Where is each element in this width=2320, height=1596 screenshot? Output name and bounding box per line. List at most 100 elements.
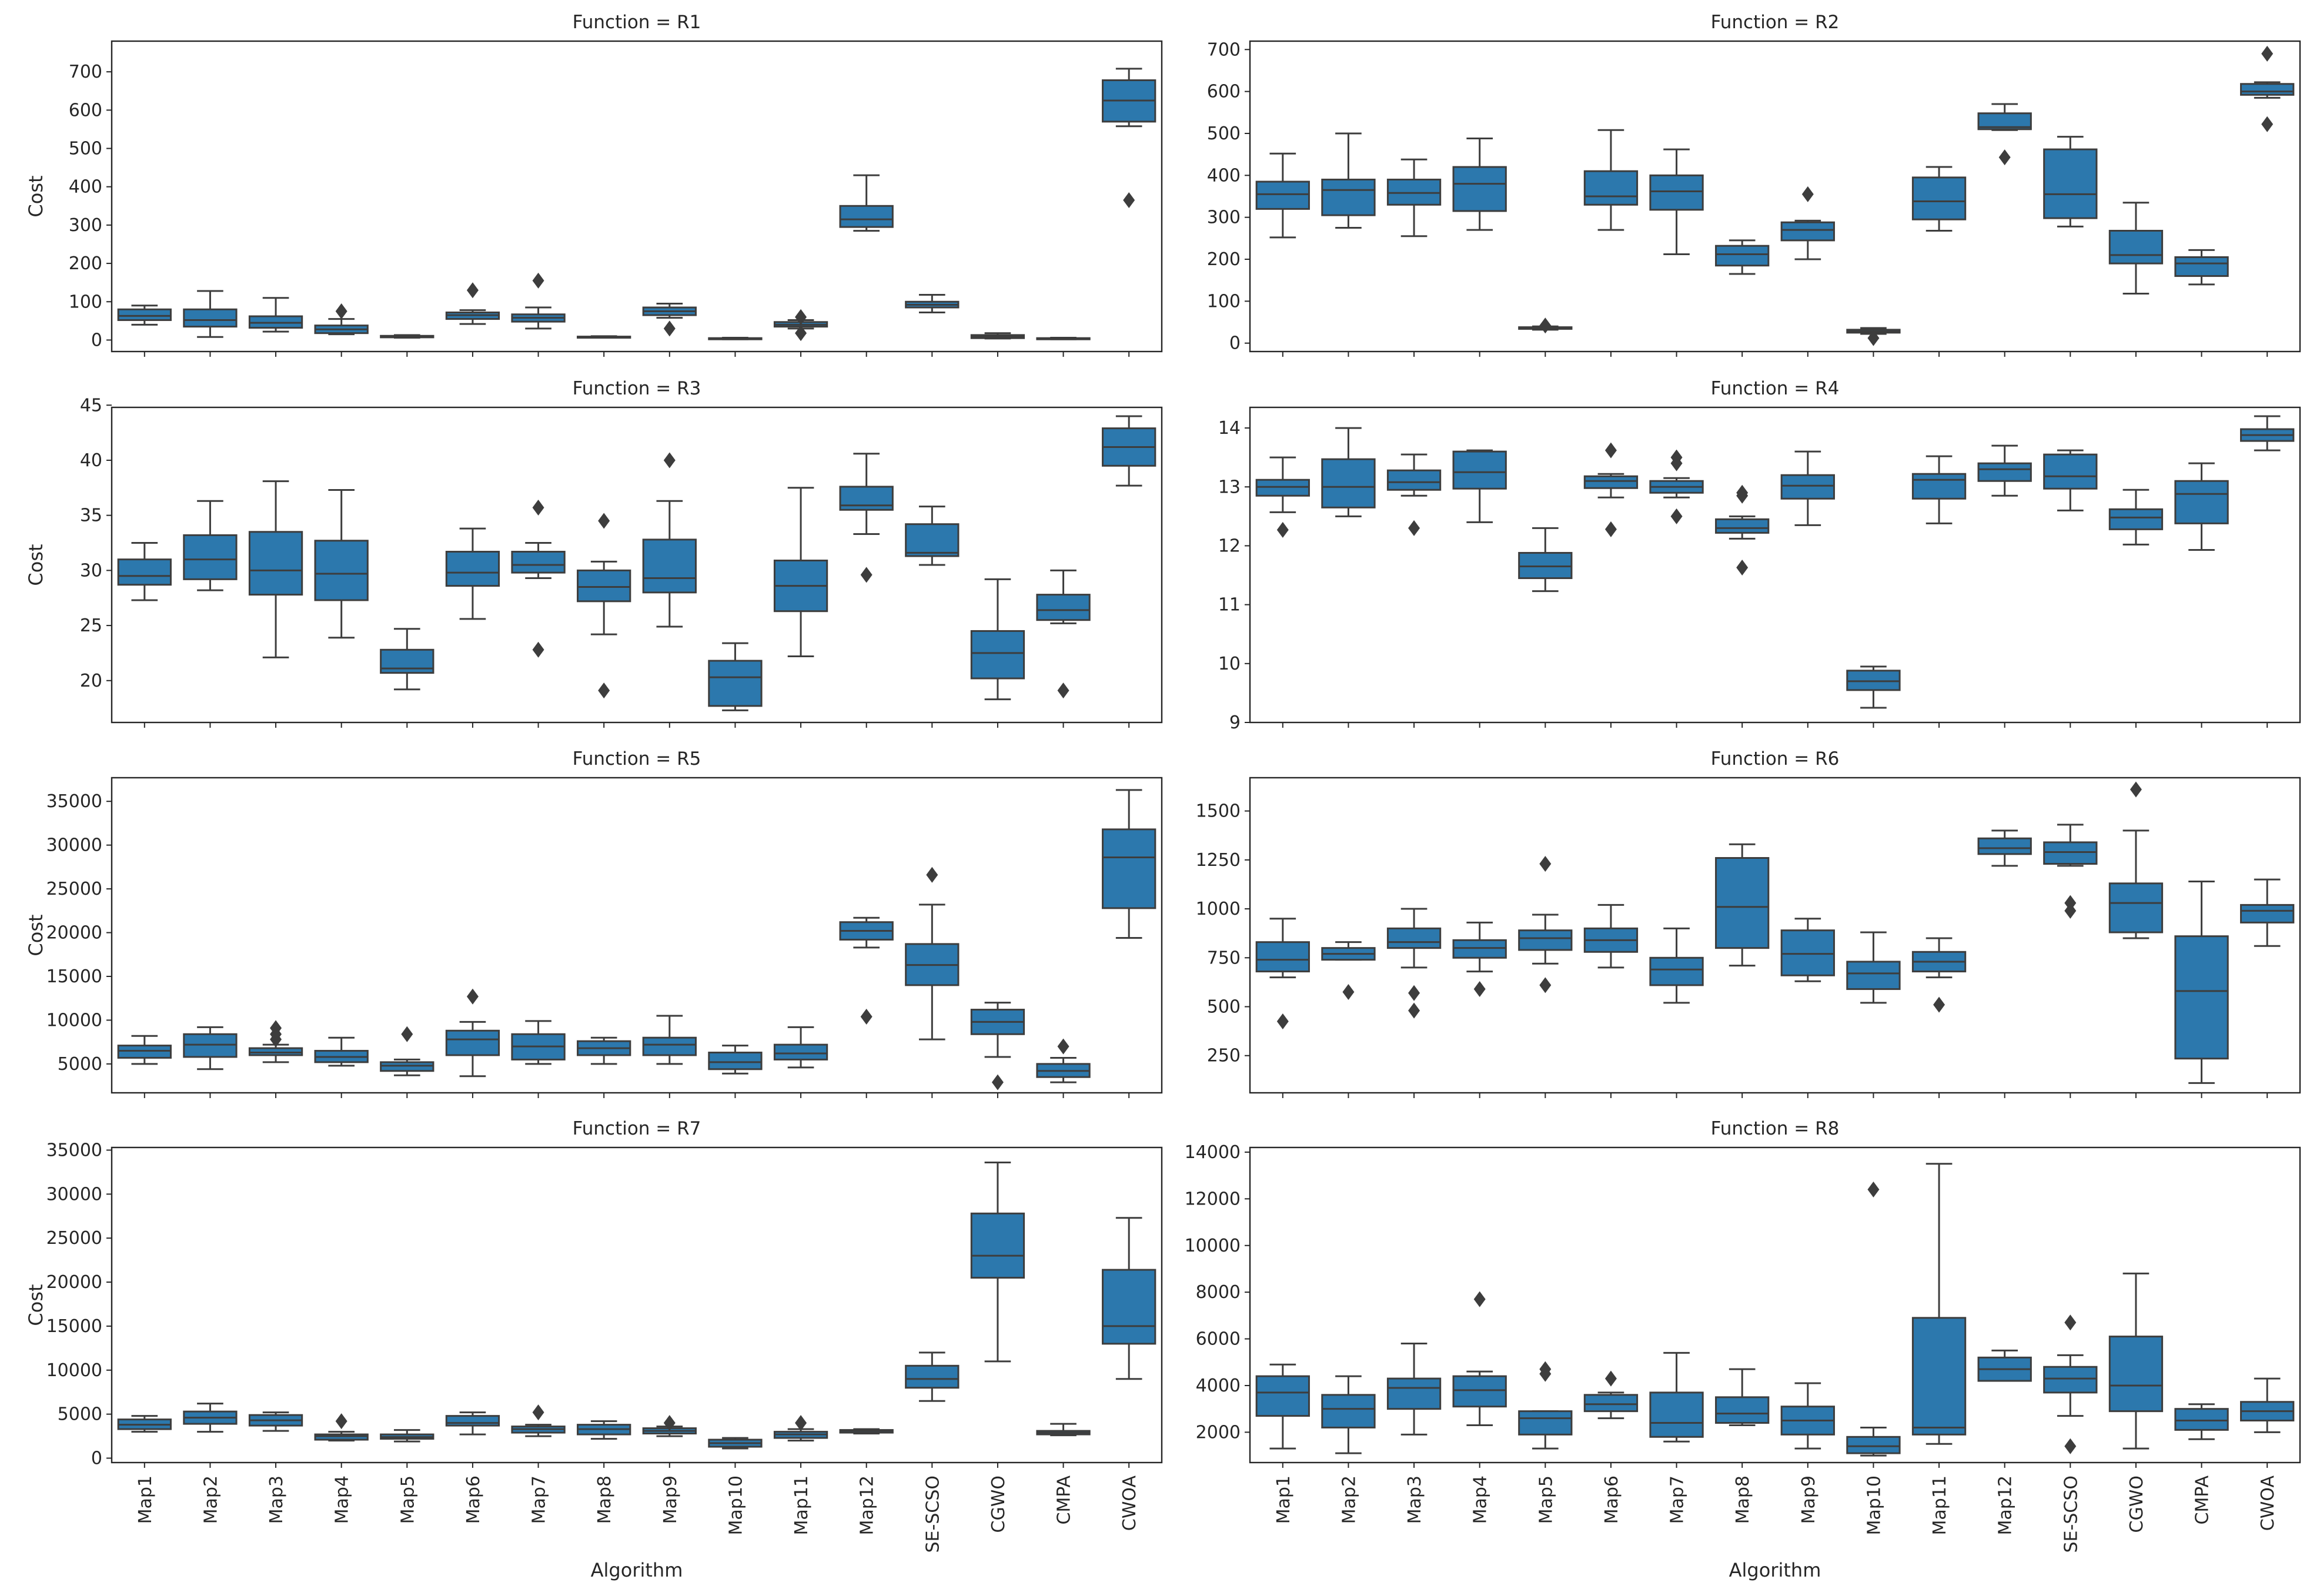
box-map5: [380, 334, 434, 339]
box-map5: [380, 1429, 434, 1443]
y-tick-label: 4000: [1196, 1376, 1241, 1396]
y-tick-label: 35000: [46, 791, 102, 812]
box-map2: [1321, 1375, 1376, 1454]
y-axis-label: Cost: [25, 914, 47, 956]
panel-8: Function = R8 2000 4000 6000 8000 10000 12000 1…: [1185, 1118, 2301, 1581]
y-tick-label: 45: [80, 395, 102, 416]
panel-title: Function = R5: [573, 748, 701, 769]
y-tick-label: 13: [1218, 477, 1241, 497]
box-cmpa: [2174, 462, 2229, 551]
outlier-point: [1408, 1002, 1420, 1019]
panel-4: Function = R4 9 10 11 12 13 14: [1218, 378, 2301, 733]
outlier-point: [795, 1415, 807, 1431]
box-map5: [380, 1026, 434, 1076]
iqr-box: [1255, 479, 1310, 497]
box-map5: [1518, 527, 1573, 593]
outlier-point: [1057, 1038, 1069, 1055]
y-tick-label: 300: [1207, 208, 1241, 228]
x-tick-label: Map1: [1273, 1475, 1294, 1524]
panel-title: Function = R7: [573, 1118, 701, 1139]
iqr-box: [2174, 1408, 2229, 1431]
box-map12: [839, 1428, 894, 1435]
box-cgwo: [2108, 1272, 2164, 1450]
outlier-point: [1736, 560, 1749, 576]
box-map3: [248, 480, 303, 658]
outlier-point: [860, 1008, 872, 1025]
x-tick-label: Map12: [857, 1475, 878, 1535]
box-map1: [117, 542, 172, 601]
outlier-point: [1473, 981, 1486, 998]
box-map2: [1321, 132, 1376, 229]
box-map4: [314, 1036, 369, 1067]
outlier-point: [1736, 487, 1749, 504]
axes-frame: [1249, 40, 2301, 353]
y-tick-label: 30000: [46, 1184, 102, 1204]
box-se-scso: [2043, 1314, 2098, 1454]
box-map4: [314, 489, 369, 639]
y-tick-label: 100: [69, 292, 102, 312]
y-tick-label: 200: [69, 253, 102, 274]
box-map2: [1321, 941, 1376, 1001]
y-tick-label: 2000: [1196, 1422, 1241, 1443]
x-tick-label: Map6: [1602, 1475, 1622, 1524]
box-map7: [511, 500, 566, 658]
x-tick-label: CGWO: [2127, 1475, 2147, 1533]
iqr-box: [642, 538, 697, 594]
iqr-box: [2043, 841, 2098, 865]
x-tick-label: Map10: [1864, 1475, 1884, 1535]
box-cgwo: [970, 578, 1025, 701]
y-tick-label: 0: [91, 1448, 102, 1469]
outlier-point: [401, 1026, 413, 1042]
iqr-box: [839, 205, 894, 228]
outlier-point: [1408, 520, 1420, 536]
x-tick-label: Map8: [1733, 1475, 1753, 1524]
box-map7: [1649, 148, 1704, 255]
box-map4: [1452, 449, 1507, 523]
box-se-scso: [2043, 449, 2098, 511]
y-tick-label: 20: [80, 671, 102, 691]
box-map11: [1911, 937, 1967, 1013]
y-tick-label: 0: [1229, 333, 1241, 354]
outlier-point: [860, 567, 872, 583]
iqr-box: [2240, 904, 2295, 924]
y-tick-label: 12: [1218, 536, 1241, 556]
y-tick-label: 6000: [1196, 1329, 1241, 1350]
box-map9: [642, 303, 697, 337]
y-tick-label: 5000: [58, 1054, 102, 1075]
box-map10: [1846, 931, 1901, 1004]
box-map9: [642, 1015, 697, 1065]
outlier-point: [335, 1413, 347, 1430]
outlier-point: [663, 1415, 676, 1431]
x-tick-label: Map12: [1995, 1475, 2016, 1535]
box-map1: [1255, 152, 1310, 239]
outlier-point: [2064, 1314, 2077, 1331]
y-tick-label: 10000: [46, 1360, 102, 1381]
iqr-box: [1386, 469, 1442, 491]
box-map11: [1911, 1163, 1967, 1445]
x-tick-label: SE-SCSO: [2061, 1475, 2081, 1552]
box-map6: [445, 1411, 500, 1436]
box-map12: [1977, 829, 2032, 867]
box-map2: [1321, 427, 1376, 517]
outlier-point: [1539, 855, 1552, 872]
box-map8: [577, 335, 631, 339]
x-tick-label: Map10: [726, 1475, 746, 1535]
box-map6: [1583, 904, 1639, 969]
box-map5: [1518, 855, 1573, 993]
box-map1: [1255, 456, 1310, 538]
x-axis-label: Algorithm: [1729, 1559, 1821, 1581]
outlier-point: [466, 282, 479, 299]
outlier-point: [1408, 985, 1420, 1001]
box-map3: [1386, 453, 1442, 536]
box-cgwo: [2108, 488, 2164, 546]
x-tick-label: Map3: [266, 1475, 287, 1524]
iqr-box: [248, 531, 303, 596]
iqr-box: [773, 1043, 828, 1060]
box-map6: [1583, 442, 1639, 537]
box-cwoa: [2240, 1377, 2295, 1433]
outlier-point: [1539, 317, 1552, 334]
box-map2: [183, 1026, 238, 1070]
x-tick-label: Map4: [1470, 1475, 1491, 1524]
box-cgwo: [970, 332, 1025, 340]
y-tick-label: 600: [1207, 82, 1241, 102]
